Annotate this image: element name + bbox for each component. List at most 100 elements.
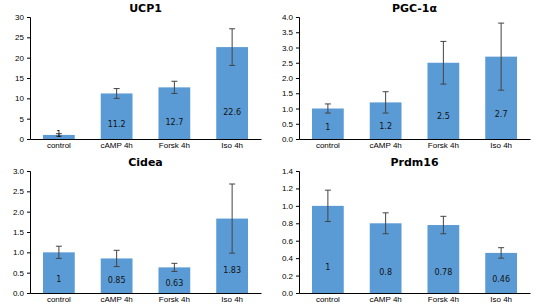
y-axis: 0.0 0.5 1.0 1.5 2.0 2.5 3.0 3.5 4.0 [282, 13, 300, 144]
y-tick [296, 32, 299, 33]
y-tick-group: 3.0 [13, 167, 30, 176]
x-tick-group: cAMP 4h [369, 141, 401, 150]
y-tick [296, 223, 299, 224]
x-tick-label: control [316, 141, 340, 150]
x-tick-group: control [316, 295, 340, 304]
error-bar [171, 81, 177, 93]
title: Prdm16 [390, 156, 438, 169]
y-tick-label: 1.2 [282, 184, 294, 193]
marks [312, 190, 517, 293]
y-tick-label: 3.0 [282, 44, 294, 53]
y-tick-group: 20 [15, 54, 30, 63]
x-tick-group: control [316, 141, 340, 150]
y-tick-group: 15 [15, 74, 30, 83]
data-label: 0.63 [165, 279, 183, 288]
x-tick-label: Iso 4h [490, 295, 512, 304]
error-bar [325, 104, 331, 113]
data-labels: 11.22.52.7 [325, 110, 507, 132]
marks [312, 23, 517, 139]
error-bar [171, 263, 177, 271]
y-tick-label: 3.5 [282, 28, 294, 37]
x-tick-group: Iso 4h [490, 295, 512, 304]
error-bar [498, 248, 504, 258]
panel: 0.00.20.40.60.81.01.21.4controlcAMP 4hFo… [282, 156, 531, 304]
data-label: 1 [56, 275, 61, 284]
y-tick [27, 171, 30, 172]
error-bar [114, 89, 120, 99]
y-tick-label: 1.0 [282, 105, 294, 114]
panel: 051015202530controlcAMP 4hForsk 4hIso 4h… [15, 2, 261, 150]
y-tick-label: 1.0 [13, 248, 25, 257]
y-tick-group: 1.0 [282, 105, 299, 114]
y-tick-group: 30 [15, 13, 30, 22]
y-tick [296, 258, 299, 259]
y-tick-group: 0.0 [282, 135, 299, 144]
y-tick [296, 171, 299, 172]
y-tick-group: 0.5 [282, 120, 299, 129]
x-tick-label: cAMP 4h [100, 295, 132, 304]
y-tick-label: 4.0 [282, 13, 294, 22]
y-tick-group: 0.5 [13, 269, 30, 278]
y-tick-group: 1.2 [282, 184, 299, 193]
y-tick-label: 1.4 [282, 167, 294, 176]
error-bar [325, 190, 331, 221]
y-tick-group: 1.0 [13, 248, 30, 257]
y-tick-group: 3.5 [282, 28, 299, 37]
data-label: 2.5 [437, 112, 450, 121]
y-axis: 051015202530 [15, 13, 30, 144]
y-tick [296, 139, 299, 140]
data-label: 0.78 [434, 268, 452, 277]
y-tick-label: 5 [20, 115, 25, 124]
error-bar [440, 216, 446, 233]
y-tick-label: 30 [15, 13, 24, 22]
y-axis: 0.00.51.01.52.02.53.0 [13, 167, 31, 298]
y-tick-group: 2.0 [282, 74, 299, 83]
y-tick-label: 2.0 [13, 208, 25, 217]
title: Cidea [128, 156, 163, 169]
x-axis: controlcAMP 4hForsk 4hIso 4h [31, 294, 262, 304]
y-tick [27, 212, 30, 213]
y-tick [27, 58, 30, 59]
y-tick [27, 252, 30, 253]
y-tick-group: 0.0 [282, 289, 299, 298]
error-bar [114, 250, 120, 266]
data-label: 11.2 [108, 120, 126, 129]
y-tick-group: 4.0 [282, 13, 299, 22]
error-bar [383, 213, 389, 234]
x-axis: control cAMP 4h Forsk 4h Iso 4h [300, 140, 531, 150]
error-bar [229, 29, 235, 66]
y-tick-label: 2.5 [282, 59, 294, 68]
y-tick-group: 2.0 [13, 208, 30, 217]
y-tick-group: 1.0 [282, 202, 299, 211]
y-tick-label: 1.5 [13, 228, 25, 237]
y-tick [296, 63, 299, 64]
error-bar [229, 184, 235, 253]
y-tick-group: 10 [15, 94, 30, 103]
marks [43, 29, 248, 139]
x-tick-label: cAMP 4h [369, 295, 401, 304]
y-tick-group: 0.2 [282, 272, 299, 281]
y-tick-label: 1.5 [282, 89, 294, 98]
x-tick-group: cAMP 4h [369, 295, 401, 304]
y-tick-label: 0.5 [282, 120, 294, 129]
y-tick [296, 17, 299, 18]
x-tick-label: Iso 4h [490, 141, 512, 150]
y-tick-label: 0.0 [282, 135, 294, 144]
data-labels: 10.850.631.83 [56, 266, 241, 287]
x-tick-group: Forsk 4h [428, 141, 459, 150]
y-tick-group: 0.6 [282, 237, 299, 246]
x-tick-group: Forsk 4h [159, 295, 190, 304]
y-tick [296, 124, 299, 125]
y-tick [27, 232, 30, 233]
error-bar [383, 92, 389, 113]
data-label: 1 [325, 263, 330, 272]
y-tick-label: 25 [15, 33, 24, 42]
marks [43, 184, 248, 293]
x-tick-label: Iso 4h [221, 295, 243, 304]
y-tick [296, 188, 299, 189]
y-tick-label: 2.0 [282, 74, 294, 83]
y-tick-label: 20 [15, 54, 24, 63]
y-tick [296, 276, 299, 277]
x-tick-label: Forsk 4h [428, 141, 459, 150]
x-axis: controlcAMP 4hForsk 4hIso 4h [300, 294, 531, 304]
